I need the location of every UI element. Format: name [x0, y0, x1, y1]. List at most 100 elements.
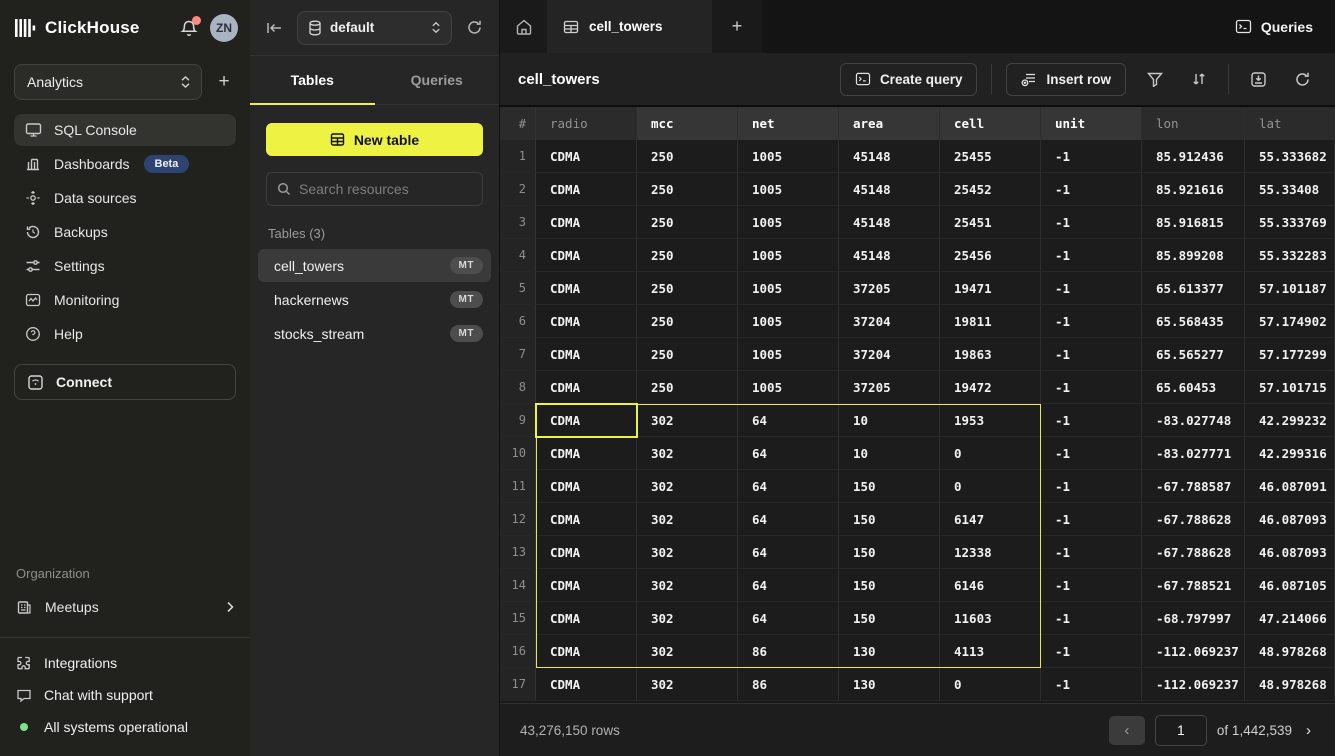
cell-cell[interactable]: 25456 [940, 239, 1041, 272]
cell-mcc[interactable]: 250 [637, 173, 738, 206]
cell-lon[interactable]: 85.921616 [1142, 173, 1245, 206]
cell-unit[interactable]: -1 [1041, 602, 1142, 635]
row-number[interactable]: 16 [500, 635, 536, 668]
tab-tables[interactable]: Tables [290, 72, 334, 88]
cell-mcc[interactable]: 302 [637, 569, 738, 602]
cell-net[interactable]: 86 [738, 668, 839, 701]
cell-radio[interactable]: CDMA [536, 272, 637, 305]
cell-area[interactable]: 37204 [839, 338, 940, 371]
cell-area[interactable]: 150 [839, 536, 940, 569]
cell-radio[interactable]: CDMA [536, 404, 637, 437]
sort-icon[interactable] [1184, 64, 1214, 94]
cell-area[interactable]: 37204 [839, 305, 940, 338]
cell-unit[interactable]: -1 [1041, 305, 1142, 338]
row-number[interactable]: 2 [500, 173, 536, 206]
cell-lon[interactable]: -83.027748 [1142, 404, 1245, 437]
cell-cell[interactable]: 0 [940, 437, 1041, 470]
notifications-button[interactable] [180, 15, 201, 38]
cell-lat[interactable]: 46.087105 [1245, 569, 1335, 602]
cell-mcc[interactable]: 302 [637, 470, 738, 503]
cell-net[interactable]: 1005 [738, 305, 839, 338]
cell-unit[interactable]: -1 [1041, 404, 1142, 437]
cell-lon[interactable]: 85.899208 [1142, 239, 1245, 272]
sidebar-item-settings[interactable]: Settings [14, 250, 236, 282]
cell-unit[interactable]: -1 [1041, 338, 1142, 371]
queries-link[interactable]: Queries [1235, 19, 1313, 35]
cell-lat[interactable]: 47.214066 [1245, 602, 1335, 635]
column-header-lon[interactable]: lon [1142, 107, 1245, 140]
cell-radio[interactable]: CDMA [536, 371, 637, 404]
cell-radio[interactable]: CDMA [536, 206, 637, 239]
row-number[interactable]: 5 [500, 272, 536, 305]
cell-radio[interactable]: CDMA [536, 503, 637, 536]
cell-lon[interactable]: -68.797997 [1142, 602, 1245, 635]
row-number[interactable]: 4 [500, 239, 536, 272]
row-number[interactable]: 14 [500, 569, 536, 602]
cell-area[interactable]: 150 [839, 503, 940, 536]
cell-cell[interactable]: 6146 [940, 569, 1041, 602]
connect-button[interactable]: Connect [14, 364, 236, 400]
cell-lon[interactable]: 65.613377 [1142, 272, 1245, 305]
cell-radio[interactable]: CDMA [536, 173, 637, 206]
cell-cell[interactable]: 0 [940, 470, 1041, 503]
cell-lon[interactable]: 85.916815 [1142, 206, 1245, 239]
row-number[interactable]: 1 [500, 140, 536, 173]
cell-lon[interactable]: -67.788521 [1142, 569, 1245, 602]
column-header-area[interactable]: area [839, 107, 940, 140]
cell-lon[interactable]: -83.027771 [1142, 437, 1245, 470]
next-page-button[interactable]: › [1302, 722, 1315, 739]
cell-cell[interactable]: 0 [940, 668, 1041, 701]
cell-lon[interactable]: -67.788587 [1142, 470, 1245, 503]
column-header-radio[interactable]: radio [536, 107, 637, 140]
cell-lat[interactable]: 57.174902 [1245, 305, 1335, 338]
refresh-icon[interactable] [1287, 64, 1317, 94]
collapse-panel-icon[interactable] [266, 21, 283, 35]
cell-cell[interactable]: 12338 [940, 536, 1041, 569]
row-number[interactable]: 11 [500, 470, 536, 503]
cell-unit[interactable]: -1 [1041, 239, 1142, 272]
row-number[interactable]: 3 [500, 206, 536, 239]
cell-area[interactable]: 150 [839, 470, 940, 503]
cell-area[interactable]: 45148 [839, 173, 940, 206]
cell-lat[interactable]: 57.101715 [1245, 371, 1335, 404]
row-number[interactable]: 15 [500, 602, 536, 635]
cell-unit[interactable]: -1 [1041, 635, 1142, 668]
cell-cell[interactable]: 19811 [940, 305, 1041, 338]
cell-radio[interactable]: CDMA [536, 140, 637, 173]
row-number[interactable]: 6 [500, 305, 536, 338]
cell-unit[interactable]: -1 [1041, 371, 1142, 404]
cell-net[interactable]: 86 [738, 635, 839, 668]
row-number[interactable]: 9 [500, 404, 536, 437]
tab-cell-towers[interactable]: cell_towers [547, 0, 712, 53]
row-number[interactable]: 13 [500, 536, 536, 569]
cell-area[interactable]: 45148 [839, 140, 940, 173]
row-number[interactable]: 10 [500, 437, 536, 470]
cell-area[interactable]: 150 [839, 602, 940, 635]
cell-lon[interactable]: -112.069237 [1142, 668, 1245, 701]
cell-area[interactable]: 130 [839, 668, 940, 701]
cell-cell[interactable]: 4113 [940, 635, 1041, 668]
cell-mcc[interactable]: 302 [637, 404, 738, 437]
sidebar-item-integrations[interactable]: Integrations [16, 650, 234, 676]
cell-cell[interactable]: 6147 [940, 503, 1041, 536]
cell-cell[interactable]: 25455 [940, 140, 1041, 173]
cell-area[interactable]: 45148 [839, 239, 940, 272]
cell-mcc[interactable]: 302 [637, 602, 738, 635]
cell-net[interactable]: 64 [738, 437, 839, 470]
cell-cell[interactable]: 19471 [940, 272, 1041, 305]
sidebar-item-system-status[interactable]: All systems operational [16, 714, 234, 740]
cell-cell[interactable]: 11603 [940, 602, 1041, 635]
cell-unit[interactable]: -1 [1041, 173, 1142, 206]
cell-lat[interactable]: 55.333769 [1245, 206, 1335, 239]
table-list-item-cell_towers[interactable]: cell_towers MT [258, 249, 491, 282]
cell-lat[interactable]: 46.087093 [1245, 536, 1335, 569]
cell-net[interactable]: 1005 [738, 338, 839, 371]
cell-lat[interactable]: 48.978268 [1245, 635, 1335, 668]
filter-icon[interactable] [1140, 64, 1170, 94]
cell-net[interactable]: 1005 [738, 239, 839, 272]
insert-row-button[interactable]: Insert row [1006, 62, 1126, 96]
add-workspace-button[interactable]: + [218, 71, 230, 92]
cell-area[interactable]: 45148 [839, 206, 940, 239]
cell-mcc[interactable]: 302 [637, 635, 738, 668]
cell-lat[interactable]: 46.087093 [1245, 503, 1335, 536]
